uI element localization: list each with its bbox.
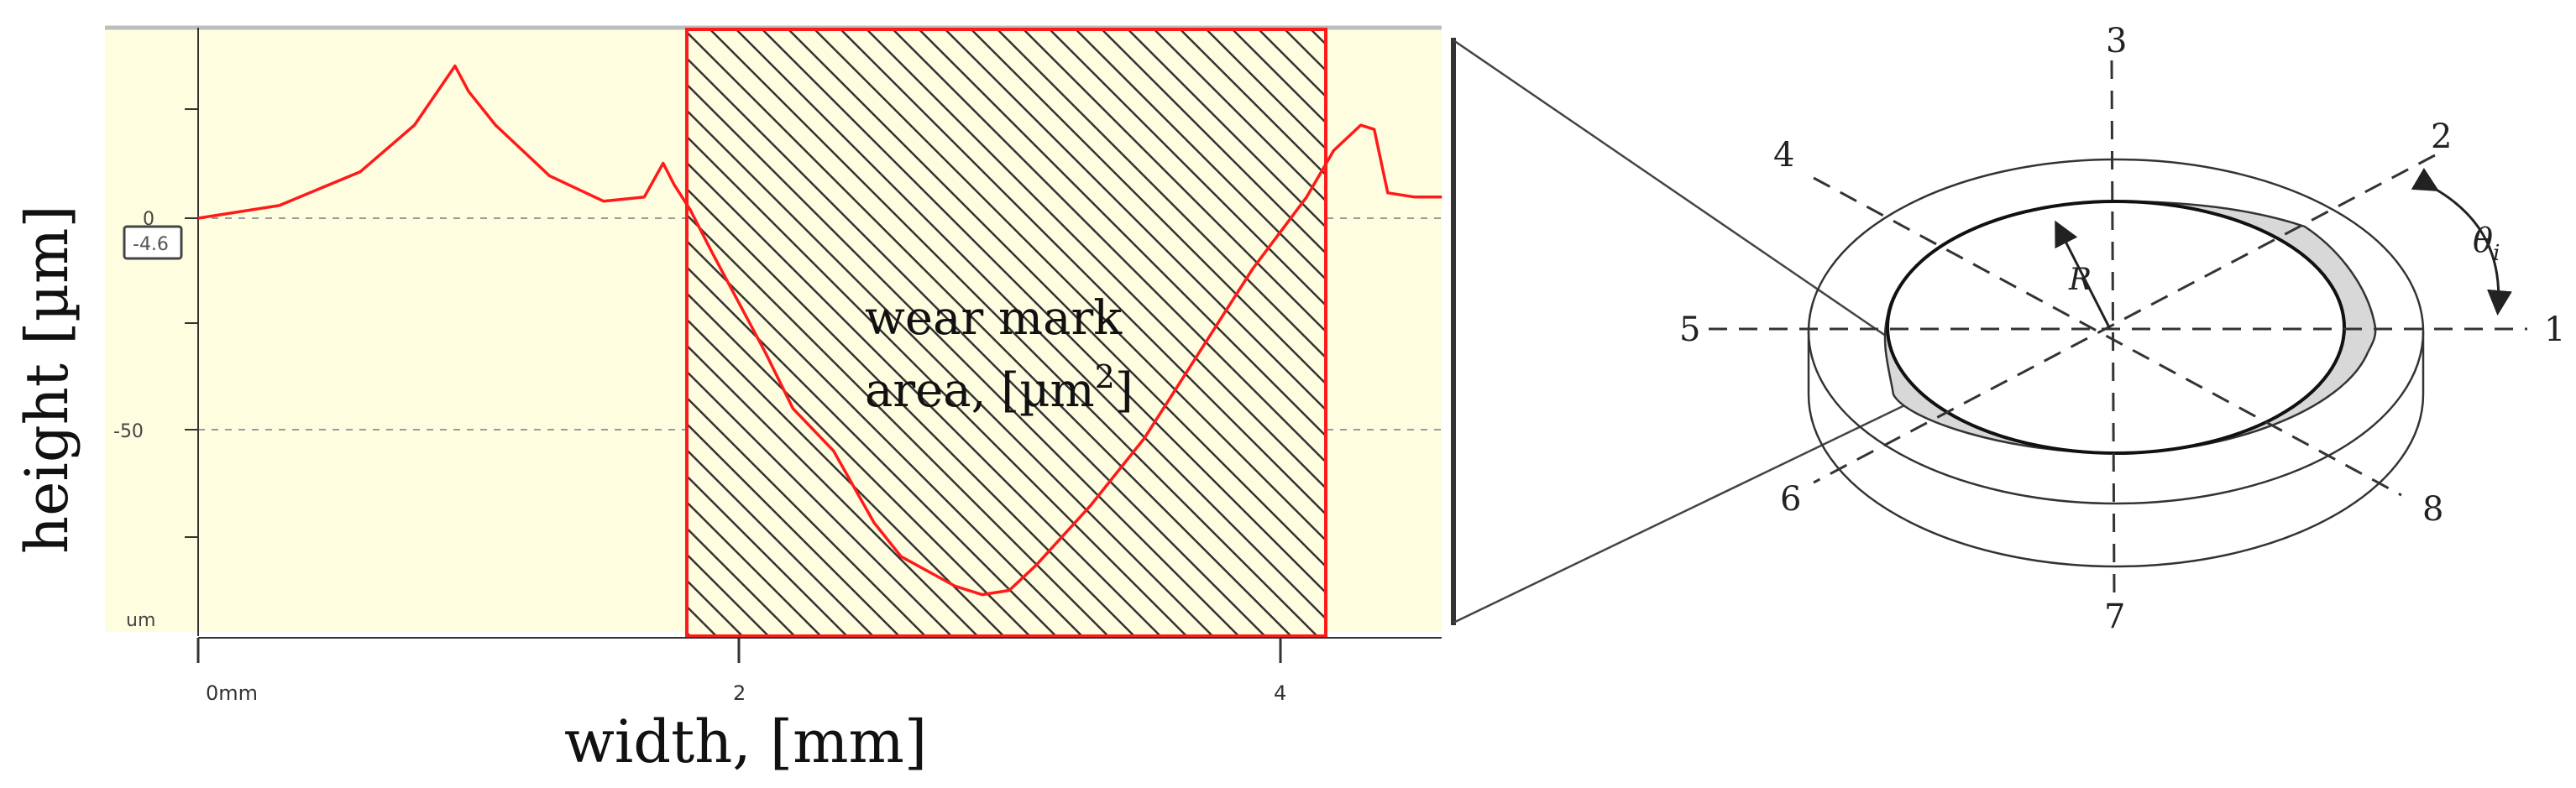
angle-symbol: θ [2473, 222, 2493, 260]
region-label-superscript: 2 [1095, 358, 1115, 395]
radius-arrow [2055, 220, 2111, 328]
radial-label-6: 6 [1780, 480, 1801, 519]
y-unit-label: um [126, 610, 155, 631]
zoom-bracket [1451, 38, 1919, 625]
cursor-value: -4.6 [133, 234, 169, 255]
profile-plot: 0 -50 um -4.6 0mm 2 4 wear mark area, [µ… [13, 25, 1442, 776]
profile-curve [197, 64, 1442, 597]
x-tick-label-0: 0mm [206, 681, 258, 705]
radial-label-2: 2 [2431, 117, 2452, 156]
ring-inner-edge [1886, 200, 2346, 455]
ring-labels: 1 2 3 4 5 6 7 8 R θi [1679, 22, 2565, 636]
x-tick-label-4: 4 [1274, 681, 1286, 705]
x-axis-title: width, [mm] [564, 707, 927, 776]
y-axis-title: height [µm] [13, 205, 81, 554]
angle-arrow [2411, 167, 2512, 316]
x-tick-label-2: 2 [733, 681, 746, 705]
radius-label: R [2068, 263, 2092, 297]
radial-label-3: 3 [2106, 22, 2127, 60]
region-label-line2: area, [µm2] [865, 358, 1134, 418]
angle-subscript: i [2493, 241, 2500, 266]
radial-label-8: 8 [2422, 490, 2443, 529]
region-label-suffix: ] [1115, 363, 1134, 418]
radial-line-2-6 [1813, 154, 2436, 484]
y-tick-label-minus50: -50 [113, 421, 144, 442]
region-label-line1: wear mark [865, 291, 1123, 346]
radial-label-4: 4 [1773, 136, 1794, 175]
ring-diagram [1709, 60, 2527, 595]
region-label-prefix: area, [µm [865, 363, 1095, 418]
angle-label: θi [2473, 222, 2500, 266]
radial-label-5: 5 [1679, 311, 1700, 349]
radial-line-4-8 [1813, 176, 2402, 497]
wear-mark-hatch [685, 28, 1327, 638]
y-tick-label-0: 0 [143, 209, 154, 230]
radial-label-7: 7 [2104, 598, 2125, 636]
ring-outer-side [1807, 331, 2425, 568]
cursor-value-box: -4.6 [123, 225, 183, 260]
radial-label-1: 1 [2544, 311, 2565, 349]
